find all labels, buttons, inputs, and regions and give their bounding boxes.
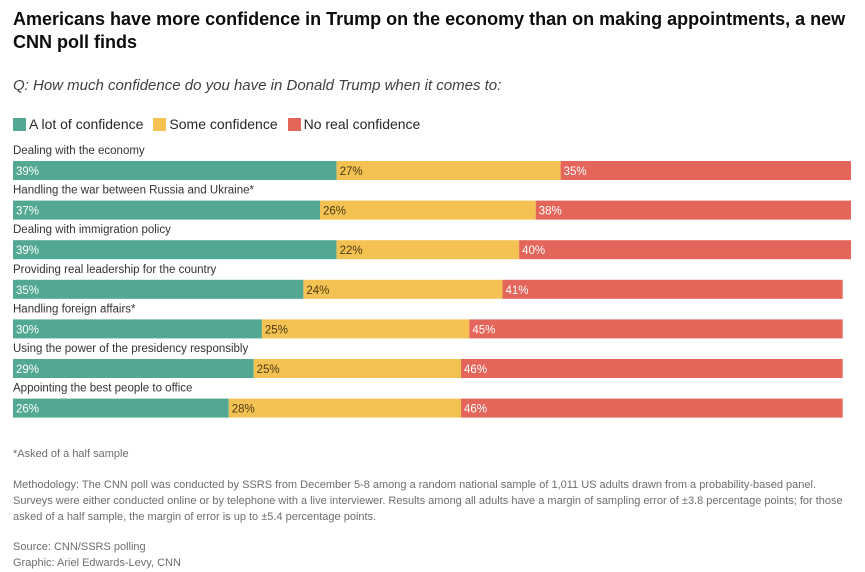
- bar-some-confidence-3: [336, 240, 520, 260]
- bar-some-confidence-4: [303, 279, 503, 299]
- bar-some-confidence-5: [261, 319, 470, 339]
- value-label-a-lot-of-confidence-4: 35%: [16, 285, 39, 297]
- value-label-a-lot-of-confidence-2: 37%: [16, 206, 39, 218]
- value-label-a-lot-of-confidence-5: 30%: [16, 324, 39, 336]
- bar-a-lot-of-confidence-7: [13, 398, 229, 418]
- bar-some-confidence-6: [253, 359, 462, 378]
- bar-no-real-confidence-2: [535, 200, 851, 220]
- value-label-no-real-confidence-2: 38%: [539, 206, 562, 218]
- legend-item-none: No real confidence: [287, 116, 421, 132]
- value-label-some-confidence-2: 26%: [323, 206, 346, 218]
- chart-subtitle: Q: How much confidence do you have in Do…: [13, 77, 502, 94]
- chart-title: Americans have more confidence in Trump …: [13, 9, 846, 52]
- category-label-providing-real-leadership-for-the-country: Providing real leadership for the countr…: [13, 264, 217, 276]
- bar-a-lot-of-confidence-6: [13, 359, 254, 378]
- bar-no-real-confidence-6: [461, 359, 843, 378]
- value-label-a-lot-of-confidence-3: 39%: [16, 245, 39, 257]
- legend-label-a-lot: A lot of confidence: [29, 116, 144, 132]
- value-label-some-confidence-6: 25%: [257, 364, 280, 376]
- bar-a-lot-of-confidence-4: [13, 279, 304, 299]
- bar-a-lot-of-confidence-3: [13, 240, 337, 260]
- legend-swatch-some: [153, 117, 167, 131]
- value-label-some-confidence-4: 24%: [306, 285, 329, 297]
- legend-swatch-none: [287, 117, 301, 131]
- value-label-no-real-confidence-6: 46%: [464, 364, 487, 376]
- category-label-handling-foreign-affairs: Handling foreign affairs*: [13, 303, 136, 315]
- legend-swatch-a-lot: [13, 117, 26, 131]
- value-label-no-real-confidence-5: 45%: [472, 324, 495, 336]
- bar-no-real-confidence-7: [461, 398, 843, 418]
- bar-no-real-confidence-1: [560, 161, 851, 180]
- stacked-bar-chart: Dealing with the economy 39% 27% 35% Handlin…: [13, 145, 851, 418]
- value-label-some-confidence-7: 28%: [232, 404, 255, 416]
- category-label-dealing-with-immigration-policy: Dealing with immigration policy: [13, 224, 171, 236]
- value-label-a-lot-of-confidence-7: 26%: [16, 404, 39, 416]
- legend-label-some: Some confidence: [169, 116, 278, 132]
- legend-item-some: Some confidence: [153, 116, 278, 132]
- bar-no-real-confidence-5: [469, 319, 843, 339]
- legend: A lot of confidence Some confidence No r…: [13, 116, 430, 132]
- bar-some-confidence-7: [228, 398, 462, 418]
- bar-a-lot-of-confidence-5: [13, 319, 262, 339]
- bar-some-confidence-1: [336, 161, 561, 180]
- bar-some-confidence-2: [319, 200, 536, 220]
- value-label-no-real-confidence-3: 40%: [522, 245, 545, 257]
- bar-no-real-confidence-4: [502, 279, 843, 299]
- footnote-half-sample: *Asked of a half sample: [13, 448, 129, 460]
- value-label-a-lot-of-confidence-6: 29%: [16, 364, 39, 376]
- graphic-credit: Graphic: Ariel Edwards-Levy, CNN: [13, 557, 181, 569]
- legend-label-none: No real confidence: [303, 116, 421, 132]
- value-label-a-lot-of-confidence-1: 39%: [16, 166, 39, 178]
- category-label-appointing-the-best-people-to-office: Appointing the best people to office: [13, 383, 192, 395]
- value-label-no-real-confidence-1: 35%: [564, 166, 587, 178]
- value-label-no-real-confidence-4: 41%: [506, 285, 529, 297]
- source-note: Source: CNN/SSRS polling: [13, 541, 146, 553]
- bar-a-lot-of-confidence-2: [13, 200, 320, 220]
- value-label-no-real-confidence-7: 46%: [464, 404, 487, 416]
- value-label-some-confidence-5: 25%: [265, 324, 288, 336]
- value-label-some-confidence-1: 27%: [340, 166, 363, 178]
- category-label-dealing-with-the-economy: Dealing with the economy: [13, 145, 145, 157]
- bar-no-real-confidence-3: [519, 240, 851, 260]
- legend-item-a-lot: A lot of confidence: [13, 116, 143, 132]
- value-label-some-confidence-3: 22%: [340, 245, 363, 257]
- category-label-handling-the-war-between-russia-and-ukraine: Handling the war between Russia and Ukra…: [13, 185, 255, 197]
- category-label-using-the-power-of-the-presidency-responsibly: Using the power of the presidency respon…: [13, 343, 248, 355]
- bar-a-lot-of-confidence-1: [13, 161, 337, 180]
- methodology-note: Methodology: The CNN poll was conducted …: [13, 479, 843, 523]
